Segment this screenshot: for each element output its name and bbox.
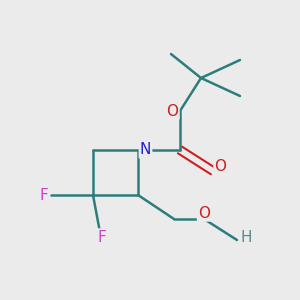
Text: H: H [240,230,252,244]
Text: O: O [167,103,178,118]
Text: N: N [140,142,151,158]
Text: F: F [98,230,106,244]
Text: O: O [214,159,226,174]
Text: F: F [39,188,48,202]
Text: O: O [198,206,210,220]
